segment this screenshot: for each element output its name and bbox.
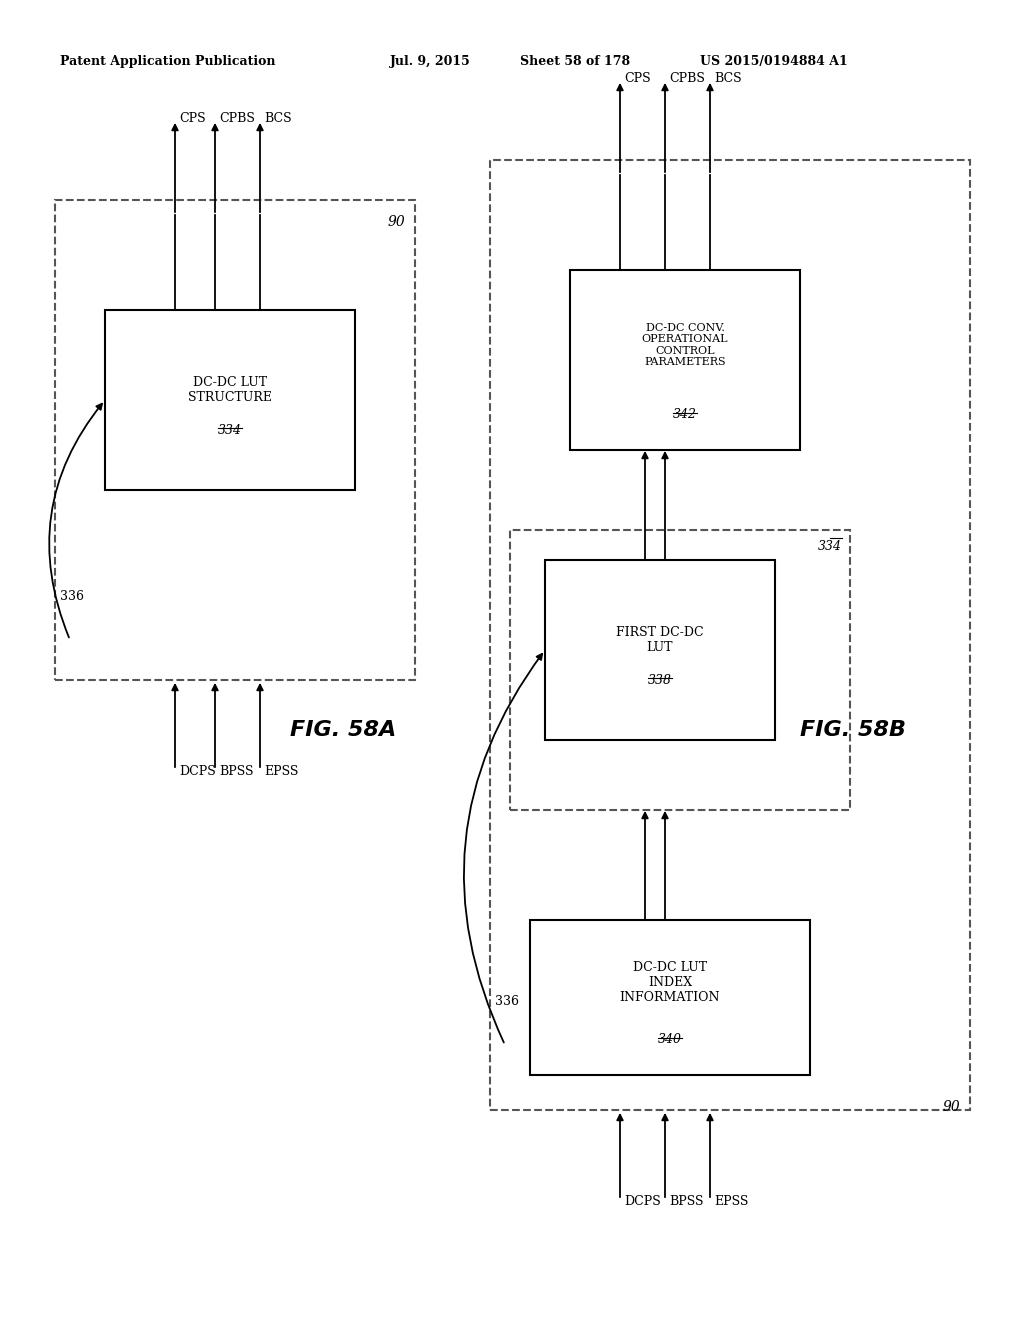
Text: 336: 336 <box>495 995 519 1008</box>
Text: BCS: BCS <box>714 73 741 84</box>
Text: DC-DC CONV.
OPERATIONAL
CONTROL
PARAMETERS: DC-DC CONV. OPERATIONAL CONTROL PARAMETE… <box>642 322 728 367</box>
Text: 336: 336 <box>60 590 84 603</box>
Text: CPS: CPS <box>179 112 206 125</box>
Text: BPSS: BPSS <box>219 766 254 777</box>
Text: US 2015/0194884 A1: US 2015/0194884 A1 <box>700 55 848 69</box>
Text: 334: 334 <box>218 424 242 437</box>
Text: CPBS: CPBS <box>219 112 255 125</box>
Text: 342: 342 <box>673 408 697 421</box>
Text: DCPS: DCPS <box>624 1195 660 1208</box>
Text: Sheet 58 of 178: Sheet 58 of 178 <box>520 55 630 69</box>
Text: 90: 90 <box>387 215 406 228</box>
Text: DCPS: DCPS <box>179 766 216 777</box>
Text: EPSS: EPSS <box>714 1195 749 1208</box>
Text: 90: 90 <box>942 1100 961 1114</box>
Text: FIRST DC-DC
LUT: FIRST DC-DC LUT <box>616 626 703 653</box>
Text: EPSS: EPSS <box>264 766 298 777</box>
Text: BCS: BCS <box>264 112 292 125</box>
Text: 340: 340 <box>658 1034 682 1045</box>
Text: CPS: CPS <box>624 73 650 84</box>
Text: Patent Application Publication: Patent Application Publication <box>60 55 275 69</box>
Text: Jul. 9, 2015: Jul. 9, 2015 <box>390 55 471 69</box>
Text: DC-DC LUT
STRUCTURE: DC-DC LUT STRUCTURE <box>188 376 272 404</box>
Text: FIG. 58B: FIG. 58B <box>800 719 906 741</box>
Text: DC-DC LUT
INDEX
INFORMATION: DC-DC LUT INDEX INFORMATION <box>620 961 720 1005</box>
Text: CPBS: CPBS <box>669 73 705 84</box>
Text: 338: 338 <box>648 673 672 686</box>
Text: FIG. 58A: FIG. 58A <box>290 719 396 741</box>
Text: BPSS: BPSS <box>669 1195 703 1208</box>
Text: 334: 334 <box>818 540 842 553</box>
